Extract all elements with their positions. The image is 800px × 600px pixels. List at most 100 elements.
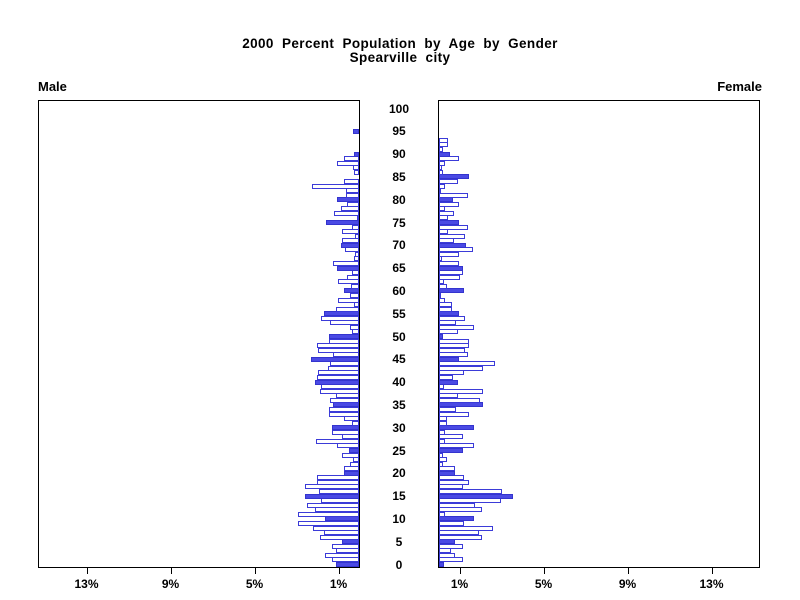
bar-male-age-77: [333, 210, 359, 216]
bar-male-age-27: [315, 438, 359, 444]
bar-male-age-29: [331, 429, 359, 435]
bar-male-age-68: [354, 251, 359, 257]
bar-female-age-79: [439, 201, 459, 207]
bar-female-age-28: [439, 434, 464, 440]
bar-female-age-68: [439, 251, 459, 257]
pct-tick-label-male-9: 9%: [161, 577, 180, 591]
bar-female-age-38: [439, 388, 484, 394]
bar-male-age-64: [351, 270, 359, 276]
bar-male-age-9: [298, 520, 359, 526]
chart-title: 2000 Percent Population by Age by Gender: [242, 36, 558, 51]
bar-female-age-88: [439, 160, 446, 166]
bar-female-age-56: [439, 306, 452, 312]
bar-male-age-24: [342, 452, 359, 458]
bar-female-age-46: [439, 352, 469, 358]
bar-male-age-12: [314, 507, 359, 513]
bar-female-age-63: [439, 274, 460, 280]
bar-male-age-52: [349, 324, 359, 330]
bar-male-age-26: [336, 443, 359, 449]
bar-female-age-36: [439, 397, 480, 403]
bar-male-age-58: [338, 297, 359, 303]
bar-male-age-55: [324, 311, 359, 317]
bar-female-age-47: [439, 347, 466, 353]
bar-female-age-39: [439, 384, 445, 390]
age-tick-label-55: 55: [392, 306, 406, 321]
bar-male-age-0: [335, 562, 359, 567]
pct-tick-female-13: [711, 568, 713, 574]
bar-female-age-70: [439, 242, 467, 248]
age-tick-label-10: 10: [392, 511, 406, 526]
bar-female-age-1: [439, 557, 464, 563]
female-axis-label: Female: [717, 79, 762, 94]
bar-male-age-15: [305, 493, 359, 499]
bar-female-age-29: [439, 429, 446, 435]
bar-male-age-17: [305, 484, 359, 490]
bar-male-age-83: [311, 183, 359, 189]
bar-female-age-73: [439, 229, 449, 235]
bar-female-age-59: [439, 292, 442, 298]
bar-female-age-52: [439, 324, 474, 330]
bar-female-age-34: [439, 406, 456, 412]
bar-female-age-71: [439, 238, 454, 244]
age-tick-label-25: 25: [392, 443, 406, 458]
age-tick-label-40: 40: [392, 375, 406, 390]
age-tick-label-70: 70: [392, 238, 406, 253]
bar-female-age-92: [439, 142, 449, 148]
bar-male-age-2: [325, 552, 359, 558]
bar-female-age-45: [439, 356, 459, 362]
bar-female-age-5: [439, 539, 455, 545]
bar-female-age-61: [439, 283, 448, 289]
pct-tick-male-9: [170, 568, 172, 574]
bar-female-age-8: [439, 525, 493, 531]
age-tick-label-30: 30: [392, 420, 406, 435]
age-tick-label-95: 95: [392, 124, 406, 139]
bar-male-age-45: [310, 356, 359, 362]
bar-female-age-16: [439, 489, 502, 495]
bar-male-age-6: [320, 534, 359, 540]
bar-male-age-19: [317, 475, 359, 481]
bar-male-age-3: [335, 548, 359, 554]
bar-male-age-60: [344, 288, 359, 294]
bar-female-age-0: [439, 562, 445, 567]
bar-female-age-21: [439, 466, 455, 472]
bar-female-age-90: [439, 151, 450, 157]
bar-female-age-60: [439, 288, 465, 294]
pct-tick-label-male-1: 1%: [329, 577, 348, 591]
bar-female-age-15: [439, 493, 513, 499]
bar-female-age-43: [439, 365, 484, 371]
pct-tick-label-male-13: 13%: [74, 577, 99, 591]
bar-female-age-87: [439, 165, 443, 171]
bar-female-age-49: [439, 338, 470, 344]
bar-male-age-72: [354, 233, 359, 239]
bar-male-age-81: [346, 192, 359, 198]
bar-male-age-54: [321, 315, 359, 321]
bar-male-age-18: [317, 479, 359, 485]
age-tick-label-85: 85: [392, 169, 406, 184]
bar-female-age-62: [439, 279, 445, 285]
bar-male-age-13: [306, 502, 359, 508]
bar-male-age-76: [356, 215, 359, 221]
bar-male-age-73: [342, 229, 359, 235]
bar-female-age-51: [439, 329, 458, 335]
bar-male-age-57: [353, 302, 359, 308]
bar-female-age-58: [439, 297, 446, 303]
age-tick-label-15: 15: [392, 489, 406, 504]
bar-male-age-65: [336, 265, 359, 271]
bar-female-age-83: [439, 183, 446, 189]
bar-female-age-4: [439, 543, 464, 549]
bar-female-age-77: [439, 210, 454, 216]
bar-male-age-62: [338, 279, 359, 285]
bar-male-age-90: [353, 151, 359, 157]
bar-female-age-93: [439, 137, 449, 143]
bar-male-age-69: [345, 247, 359, 253]
bar-female-age-2: [439, 552, 455, 558]
bar-male-age-50: [328, 334, 359, 339]
bar-female-age-50: [439, 334, 444, 339]
bar-female-age-17: [439, 484, 464, 490]
bar-male-age-41: [317, 375, 359, 381]
bar-female-age-86: [439, 169, 444, 175]
pct-tick-male-13: [86, 568, 88, 574]
bar-male-age-53: [329, 320, 359, 326]
bar-male-age-32: [344, 416, 359, 422]
bar-male-age-14: [321, 498, 359, 504]
